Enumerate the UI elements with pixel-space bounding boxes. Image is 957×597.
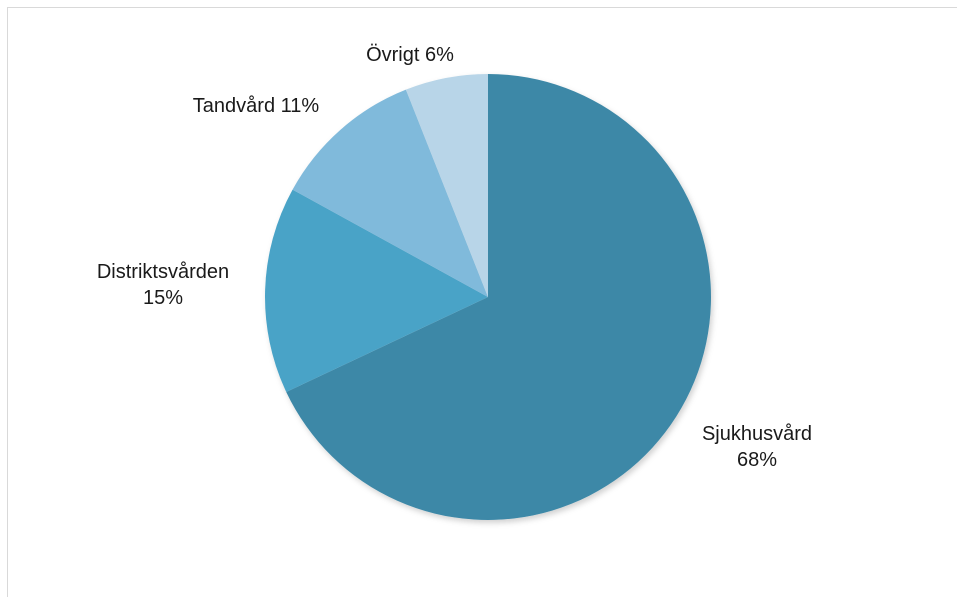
slice-label-tandvard: Tandvård 11% — [193, 95, 320, 117]
pie-chart: Sjukhusvård 68% Distriktsvården 15% Tand… — [97, 44, 812, 520]
pie-slice-distriktsvarden — [265, 189, 488, 392]
slice-label-distriktsvarden-percent: 15% — [143, 287, 183, 309]
pie-slice-ovrigt — [405, 74, 488, 297]
slice-label-ovrigt: Övrigt 6% — [366, 44, 454, 66]
slice-label-sjukhusvard-percent: 68% — [737, 449, 777, 471]
slice-label-sjukhusvard-name: Sjukhusvård — [702, 423, 812, 445]
pie-slice-tandvard — [292, 89, 488, 297]
chart-frame — [7, 7, 957, 597]
slice-label-distriktsvarden-name: Distriktsvården — [97, 261, 229, 283]
pie-slice-sjukhusvard — [286, 74, 711, 520]
